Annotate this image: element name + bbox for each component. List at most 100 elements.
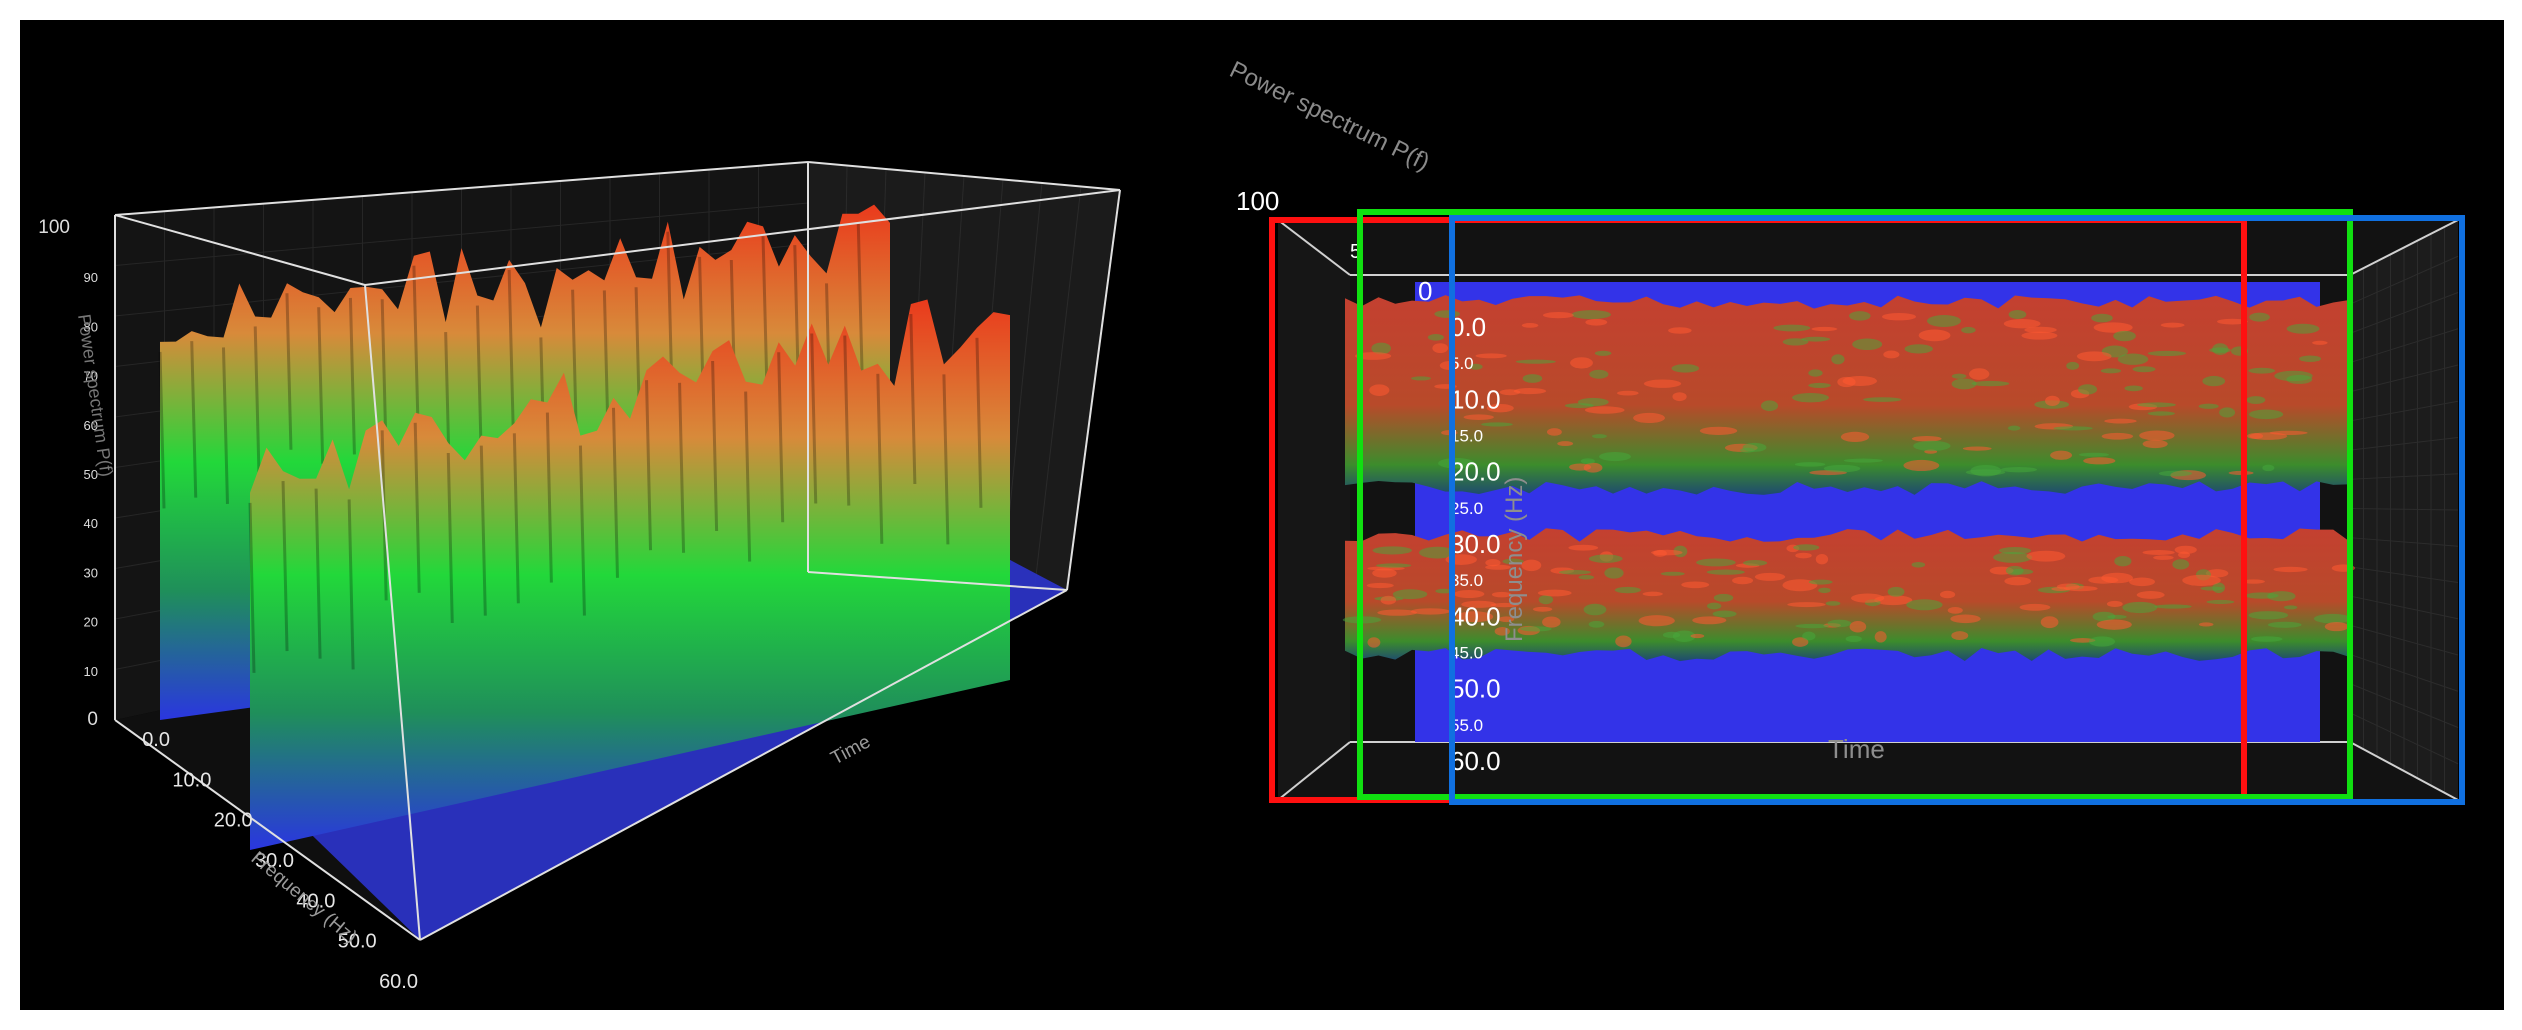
surface-streak bbox=[975, 337, 983, 508]
surface-texture bbox=[2117, 353, 2149, 365]
surface-texture bbox=[1911, 561, 1926, 568]
surface-texture bbox=[1951, 631, 1969, 641]
surface-texture bbox=[2019, 603, 2051, 611]
surface-texture bbox=[1671, 364, 1700, 373]
surface-texture bbox=[2269, 430, 2308, 436]
surface-texture bbox=[1825, 601, 1841, 606]
surface-streak bbox=[281, 481, 289, 652]
z-axis-label: Power spectrum P(f) bbox=[74, 313, 117, 478]
y-tick-label: 15.0 bbox=[1450, 427, 1483, 446]
surface-texture bbox=[1802, 631, 1816, 641]
surface-texture bbox=[1453, 589, 1485, 599]
surface-texture bbox=[1795, 623, 1830, 629]
surface-streak bbox=[545, 412, 553, 583]
surface-texture bbox=[1827, 619, 1852, 628]
surface-texture bbox=[2101, 572, 2134, 584]
surface-texture bbox=[1372, 568, 1397, 578]
surface-streak bbox=[876, 373, 884, 544]
y-tick-label: 25.0 bbox=[1450, 499, 1483, 518]
surface-texture bbox=[1782, 338, 1809, 346]
surface-texture bbox=[1377, 609, 1418, 616]
surface-texture bbox=[1993, 552, 2033, 563]
surface-texture bbox=[1743, 560, 1768, 566]
surface-texture bbox=[1411, 376, 1431, 381]
chart-canvas: 0 10 20 30 40 50 60 70 80 90 100 0.0 10.0 20.0 30.0 40… bbox=[20, 20, 2504, 1010]
surface-texture bbox=[2100, 368, 2122, 374]
surface-texture bbox=[1801, 336, 1831, 342]
surface-streak bbox=[412, 265, 420, 423]
surface-texture bbox=[2136, 591, 2165, 599]
surface-texture bbox=[2283, 605, 2298, 610]
surface-texture bbox=[1432, 343, 1449, 353]
surface-texture bbox=[1599, 452, 1631, 462]
surface-texture bbox=[1461, 600, 1497, 608]
grid-line bbox=[2349, 566, 2459, 583]
surface-texture bbox=[1521, 559, 1542, 572]
surface-band-25-45hz bbox=[250, 299, 1010, 850]
surface-streak bbox=[666, 231, 674, 389]
y-tick-label: 10.0 bbox=[1450, 384, 1501, 414]
bounding-box bbox=[114, 161, 1121, 941]
surface-texture bbox=[1355, 352, 1392, 360]
surface-texture bbox=[1515, 359, 1556, 364]
x-axis-label: Time bbox=[827, 731, 874, 769]
surface-texture bbox=[1926, 315, 1962, 327]
surface-texture bbox=[1369, 384, 1390, 396]
surface-texture bbox=[1874, 631, 1887, 643]
surface-texture bbox=[2113, 330, 2136, 342]
surface-texture bbox=[1815, 553, 1829, 565]
y-tick-label: 20.0 bbox=[1450, 457, 1501, 487]
z-tick-label: 60 bbox=[84, 418, 98, 433]
y-tick-label: 35.0 bbox=[1450, 571, 1483, 590]
surface-streak bbox=[317, 307, 325, 464]
surface-texture bbox=[1887, 586, 1905, 597]
surface-texture bbox=[1542, 616, 1561, 628]
surface-texture bbox=[1591, 434, 1607, 439]
y-axis-label: Frequency (Hz) bbox=[1501, 477, 1528, 642]
grid-line bbox=[2349, 595, 2459, 620]
surface-texture bbox=[1490, 602, 1519, 608]
surface-streak bbox=[744, 391, 752, 562]
surface-texture bbox=[1970, 464, 2002, 477]
surface-texture bbox=[1831, 354, 1845, 365]
surface-texture bbox=[1851, 593, 1885, 603]
surface-texture bbox=[2137, 402, 2177, 408]
surface-texture bbox=[1651, 549, 1683, 556]
grid-line bbox=[2349, 400, 2459, 422]
grid-line bbox=[2349, 473, 2459, 480]
y-tick-label: 0.0 bbox=[142, 729, 170, 751]
surface-texture bbox=[1823, 464, 1861, 473]
surface-texture bbox=[1998, 547, 2032, 555]
surface-texture bbox=[2160, 322, 2185, 328]
surface-texture bbox=[2153, 555, 2174, 560]
surface-texture bbox=[1668, 327, 1692, 334]
surface-texture bbox=[1410, 608, 1451, 615]
surface-texture bbox=[1532, 606, 1553, 612]
surface-streak bbox=[843, 335, 851, 506]
z-tick-label: 70 bbox=[84, 369, 98, 384]
surface-texture bbox=[2142, 439, 2168, 449]
surface-texture bbox=[1372, 546, 1412, 555]
surface-texture bbox=[1571, 310, 1611, 320]
surface-texture bbox=[1366, 582, 1394, 589]
z-tick-label: 10 bbox=[84, 664, 98, 679]
surface-texture bbox=[1577, 397, 1609, 407]
highlight-boxes bbox=[1269, 209, 2465, 805]
surface-texture bbox=[1787, 602, 1826, 608]
surface-texture bbox=[2248, 367, 2276, 374]
surface-texture bbox=[1371, 342, 1391, 355]
surface-texture bbox=[2003, 318, 2041, 329]
grid-line bbox=[114, 202, 809, 266]
surface-texture bbox=[2045, 395, 2060, 406]
surface-streak bbox=[285, 293, 293, 450]
surface-texture bbox=[1849, 621, 1867, 633]
surface-texture bbox=[1568, 544, 1599, 551]
surface-streak bbox=[909, 313, 917, 485]
surface-mesh bbox=[158, 204, 1067, 940]
surface-texture bbox=[1513, 387, 1547, 395]
surface-texture bbox=[2245, 592, 2279, 599]
surface-texture bbox=[1392, 589, 1428, 600]
surface-texture bbox=[1580, 458, 1595, 464]
surface-texture bbox=[2050, 450, 2073, 460]
surface-texture bbox=[1863, 397, 1902, 402]
